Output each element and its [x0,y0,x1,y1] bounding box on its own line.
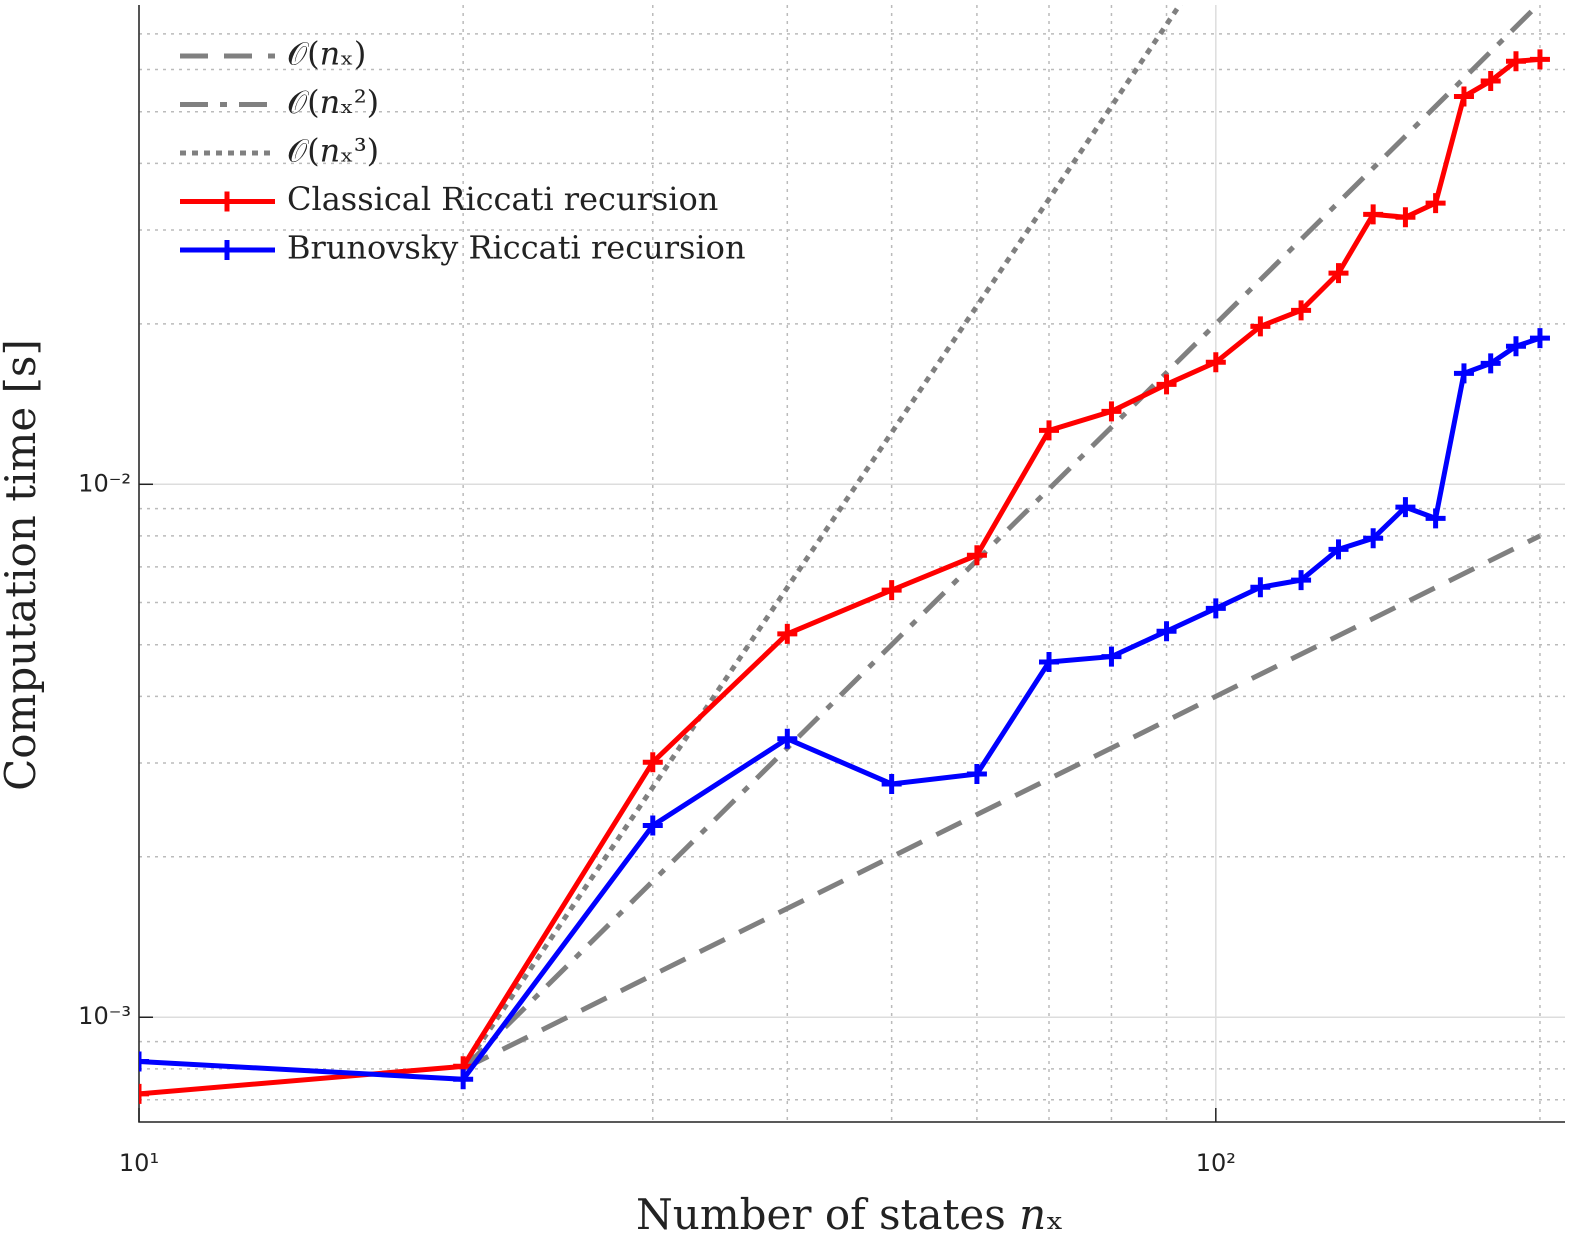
point-marker [1156,374,1177,395]
point-marker [1529,328,1550,349]
point-marker [1480,71,1501,92]
plot-area [139,5,1550,1104]
point-marker [139,1051,149,1072]
point-marker [1328,263,1349,284]
point-marker [1205,352,1226,373]
legend-marker [217,240,237,260]
point-marker [1250,577,1271,598]
point-marker [1425,508,1446,529]
point-marker [881,773,902,794]
point-marker [966,764,987,785]
y-tick-label: 10⁻² [78,469,131,497]
point-marker [1453,363,1474,384]
point-marker [777,728,798,749]
y-axis-label: Computation time [s] [0,339,45,791]
point-marker [1205,598,1226,619]
legend-label: Classical Riccati recursion [287,180,718,218]
point-marker [1291,570,1312,591]
point-marker [1101,401,1122,422]
point-marker [777,623,798,644]
point-marker [139,1083,149,1104]
point-marker [1395,497,1416,518]
legend-label: Brunovsky Riccati recursion [287,229,746,267]
legend-label: 𝒪(𝑛ₓ²) [287,83,379,121]
point-marker [1250,316,1271,337]
series-line [461,5,1183,1071]
point-marker [1453,86,1474,107]
point-marker [1039,652,1060,673]
point-marker [1363,528,1384,549]
series-line [139,335,1541,1082]
point-marker [642,815,663,836]
point-marker [1395,207,1416,228]
y-tick-label: 10⁻³ [78,1002,131,1030]
point-marker [1505,51,1526,72]
series-line [462,533,1542,1072]
point-marker [1505,336,1526,357]
point-marker [1156,621,1177,642]
point-marker [1529,49,1550,70]
point-marker [1291,300,1312,321]
point-marker [966,545,987,566]
legend-label: 𝒪(𝑛ₓ³) [287,132,379,170]
legend-label: 𝒪(𝑛ₓ) [287,35,366,73]
point-marker [1425,193,1446,214]
point-marker [1480,353,1501,374]
point-marker [1363,204,1384,225]
x-tick-label: 10² [1196,1149,1236,1177]
point-marker [642,752,663,773]
x-axis-label: Number of states 𝑛ₓ [636,1190,1064,1239]
point-marker [1039,420,1060,441]
point-marker [1328,539,1349,560]
point-marker [1101,646,1122,667]
x-tick-label: 10¹ [119,1149,159,1177]
point-marker [453,1069,474,1090]
point-marker [881,580,902,601]
axes-frame [138,5,1565,1123]
legend-marker [217,191,237,212]
series-line [461,5,1542,1071]
series-line [139,56,1541,1097]
